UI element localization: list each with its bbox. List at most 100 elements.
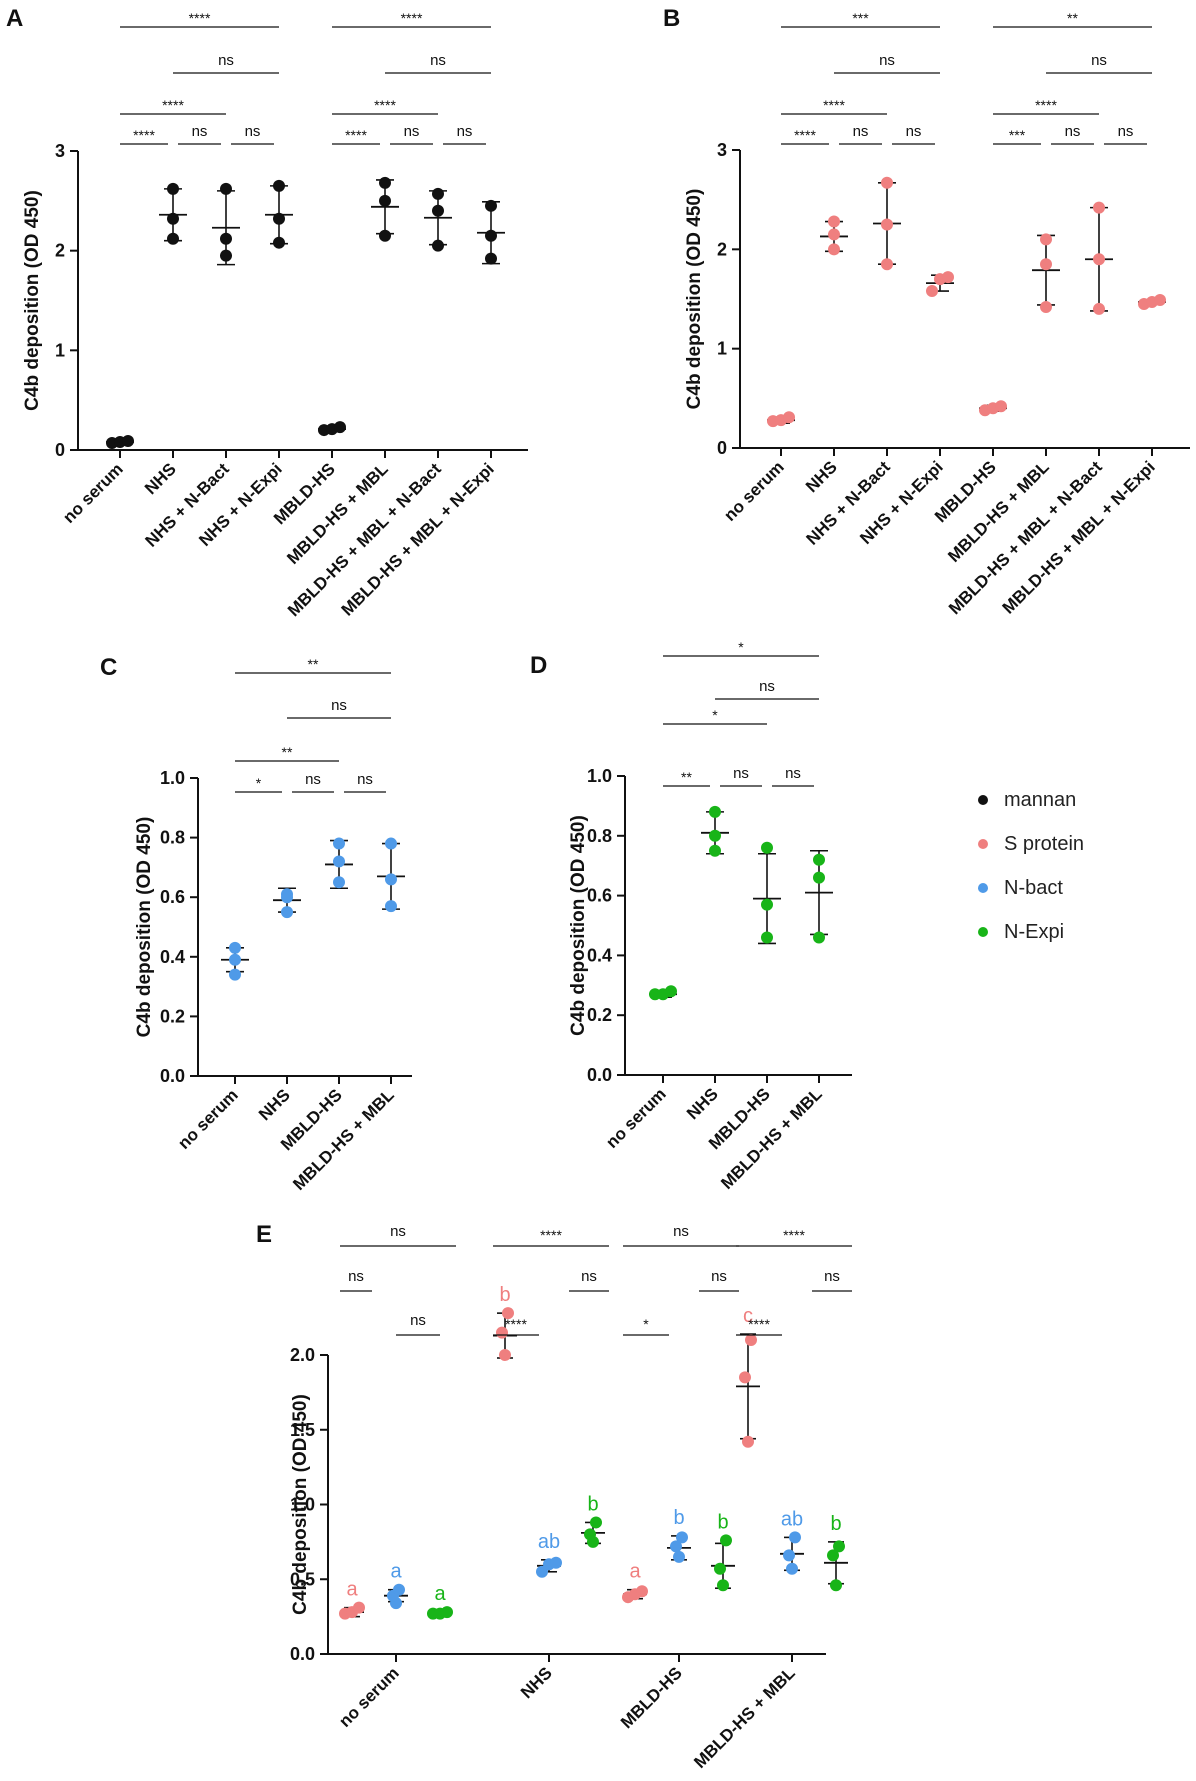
data-point <box>379 176 391 189</box>
y-tick-label: 0.0 <box>160 1066 185 1086</box>
significance-label: ns <box>785 765 801 782</box>
y-tick-label: 2 <box>717 239 727 259</box>
significance-label: **** <box>133 127 155 143</box>
x-tick-label: NHS <box>255 1085 294 1124</box>
significance-label: ns <box>673 1223 689 1240</box>
data-point <box>333 837 345 850</box>
significance-label: ** <box>308 656 319 672</box>
significance-label: ns <box>853 123 869 140</box>
data-point <box>995 400 1007 413</box>
data-point <box>828 215 840 228</box>
x-tick-label: no serum <box>335 1663 403 1731</box>
significance-label: ns <box>1065 123 1081 140</box>
legend-label: mannan <box>1004 788 1077 811</box>
y-tick-label: 0.2 <box>160 1006 185 1026</box>
data-point <box>1093 302 1105 315</box>
panel-label: D <box>530 652 547 679</box>
x-tick-label: MBLD-HS <box>617 1663 686 1732</box>
y-tick-label: 0.0 <box>290 1644 315 1664</box>
data-point <box>786 1562 798 1575</box>
data-point <box>942 271 954 284</box>
significance-label: ns <box>218 52 234 69</box>
significance-label: * <box>643 1316 649 1332</box>
group-letter: b <box>830 1513 841 1535</box>
data-point <box>636 1585 648 1598</box>
data-point <box>229 953 241 966</box>
significance-label: ns <box>430 52 446 69</box>
group-letter: b <box>587 1493 598 1515</box>
x-tick-label: no serum <box>602 1084 670 1152</box>
panel-label: B <box>663 5 680 32</box>
data-point <box>745 1334 757 1347</box>
data-point <box>709 844 721 857</box>
significance-label: ns <box>305 771 321 788</box>
data-point <box>229 968 241 981</box>
significance-label: ns <box>404 123 420 140</box>
data-point <box>334 421 346 434</box>
x-tick-label: NHS <box>683 1084 722 1123</box>
legend-item-s-protein: S protein <box>978 822 1084 866</box>
data-point <box>827 1549 839 1562</box>
data-point <box>670 1540 682 1553</box>
data-point <box>229 941 241 954</box>
y-tick-label: 0 <box>55 440 65 460</box>
y-axis-title: C4b deposition (OD 450) <box>134 817 155 1038</box>
group-letter: ab <box>538 1531 560 1553</box>
data-point <box>584 1528 596 1541</box>
data-point <box>432 204 444 217</box>
legend-marker <box>978 795 988 805</box>
data-point <box>590 1516 602 1529</box>
y-tick-label: 0.4 <box>587 945 612 965</box>
y-tick-label: 1 <box>55 340 65 360</box>
data-point <box>379 229 391 242</box>
legend-label: S protein <box>1004 832 1085 855</box>
data-point <box>385 873 397 886</box>
data-point <box>167 232 179 245</box>
data-point <box>536 1565 548 1578</box>
significance-label: **** <box>748 1316 770 1332</box>
significance-label: ns <box>879 52 895 69</box>
data-point <box>1040 233 1052 246</box>
x-tick-label: MBLD-HS + MBL <box>944 457 1053 566</box>
y-axis-title: C4b deposition (OD 450) <box>684 189 705 410</box>
group-letter: a <box>629 1561 641 1583</box>
significance-label: ns <box>410 1312 426 1329</box>
legend-item-mannan: mannan <box>978 778 1084 822</box>
data-point <box>550 1556 562 1569</box>
y-tick-label: 3 <box>717 140 727 160</box>
data-point <box>676 1531 688 1544</box>
significance-label: * <box>712 707 718 723</box>
data-point <box>122 435 134 448</box>
significance-label: *** <box>1009 127 1026 143</box>
data-point <box>499 1349 511 1361</box>
data-point <box>273 179 285 192</box>
y-tick-label: 0.2 <box>587 1005 612 1025</box>
data-point <box>379 194 391 207</box>
data-point <box>742 1435 754 1448</box>
data-point <box>833 1540 845 1553</box>
significance-label: **** <box>345 127 367 143</box>
data-point <box>393 1583 405 1596</box>
significance-label: ns <box>348 1268 364 1285</box>
legend-item-n-expi: N-Expi <box>978 910 1084 954</box>
data-point <box>273 212 285 225</box>
data-point <box>761 931 773 944</box>
data-point <box>881 258 893 271</box>
data-point <box>828 228 840 241</box>
data-point <box>220 249 232 262</box>
significance-label: ns <box>759 678 775 695</box>
significance-label: ns <box>192 123 208 140</box>
significance-label: * <box>738 639 744 655</box>
data-point <box>720 1534 732 1547</box>
data-point <box>709 805 721 818</box>
data-point <box>485 252 497 265</box>
legend-label: N-Expi <box>1004 920 1065 943</box>
y-tick-label: 1.0 <box>290 1495 315 1515</box>
x-tick-label: MBLD-HS + MBL <box>690 1663 799 1772</box>
data-point <box>333 876 345 889</box>
significance-label: **** <box>783 1227 805 1243</box>
x-tick-label: no serum <box>720 457 788 525</box>
group-letter: b <box>717 1511 728 1533</box>
legend-item-n-bact: N-bact <box>978 866 1084 910</box>
